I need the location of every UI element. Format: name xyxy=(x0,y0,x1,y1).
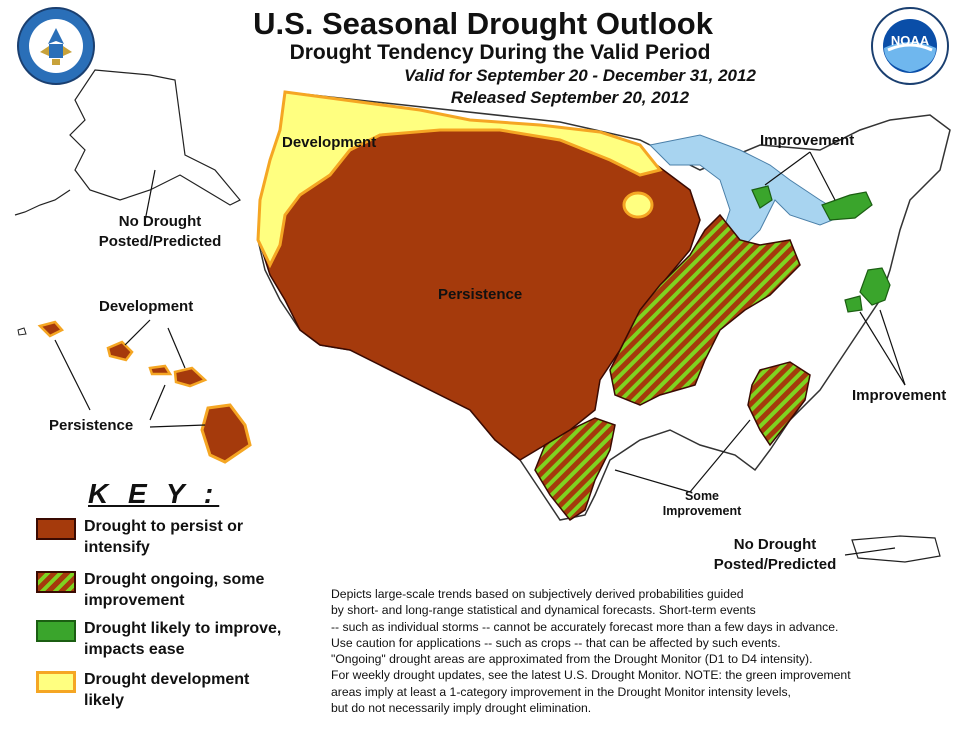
label-hawaii-persistence: Persistence xyxy=(49,417,134,434)
legend-label-persist-line1: Drought to persist or xyxy=(84,518,244,535)
legend-item-improve: Drought likely to improve, impacts ease xyxy=(36,618,326,664)
legend-item-persist: Drought to persist or intensify xyxy=(36,516,326,562)
label-alaska-no-drought: No Drought Posted/Predicted xyxy=(85,212,235,252)
legend-label-persist-line2: intensify xyxy=(84,539,150,556)
valid-period: Valid for September 20 - December 31, 20… xyxy=(404,66,756,85)
label-some-improvement: Some Improvement xyxy=(652,489,752,519)
legend-label-ongoing: Drought ongoing, some improvement xyxy=(84,569,334,611)
label-alaska-no-drought-line1: No Drought xyxy=(118,213,202,230)
improvement-region-ny xyxy=(821,191,873,221)
some-improvement-region-texas xyxy=(534,417,616,522)
hawaii-islands xyxy=(17,320,252,464)
description-line: by short- and long-range statistical and… xyxy=(331,603,756,618)
alaska-aleutians xyxy=(14,189,71,216)
noaa-logo-text: NOAA xyxy=(891,33,930,48)
alaska-outline xyxy=(69,69,241,206)
label-some-improvement-line2: Improvement xyxy=(662,504,742,518)
legend-label-persist: Drought to persist or intensify xyxy=(84,516,334,558)
legend-label-develop-line1: Drought development xyxy=(84,671,250,688)
label-hawaii-development: Development xyxy=(99,298,194,315)
label-pr-no-drought-line2: Posted/Predicted xyxy=(713,556,837,573)
description-line: "Ongoing" drought areas are approximated… xyxy=(331,652,813,667)
puerto-rico-outline xyxy=(851,535,941,563)
legend-title: K E Y : xyxy=(88,478,220,509)
legend-label-develop-line2: likely xyxy=(84,692,125,709)
improvement-region-midatlantic xyxy=(859,267,891,306)
label-improvement-ne: Improvement xyxy=(760,132,855,149)
improvement-region-michigan xyxy=(751,185,773,209)
legend-label-develop: Drought development likely xyxy=(84,669,334,711)
legend-swatch-persist xyxy=(36,518,76,540)
development-region-nw xyxy=(256,90,663,269)
description-line: but do not necessarily imply drought eli… xyxy=(331,701,592,716)
department-of-commerce-seal-icon xyxy=(17,7,95,85)
pointer-lines xyxy=(54,151,906,556)
description-text: Depicts large-scale trends based on subj… xyxy=(331,586,961,716)
label-development-nw: Development xyxy=(282,134,377,151)
legend-label-ongoing-line2: improvement xyxy=(84,592,185,609)
legend-label-improve-line1: Drought likely to improve, xyxy=(84,620,282,637)
legend-label-improve: Drought likely to improve, impacts ease xyxy=(84,618,334,660)
some-improvement-region-east xyxy=(609,213,801,406)
great-lakes xyxy=(648,134,847,251)
description-line: -- such as individual storms -- cannot b… xyxy=(331,619,839,634)
legend-label-improve-line2: impacts ease xyxy=(84,641,185,658)
label-pr-no-drought: No Drought Posted/Predicted xyxy=(700,535,850,575)
improvement-region-va xyxy=(844,295,863,313)
label-persistence: Persistence xyxy=(438,286,523,303)
map-subtitle: Drought Tendency During the Valid Period xyxy=(289,41,711,64)
label-some-improvement-line1: Some xyxy=(684,489,720,503)
release-date: Released September 20, 2012 xyxy=(450,88,690,107)
description-line: Use caution for applications -- such as … xyxy=(331,635,781,650)
legend-item-develop: Drought development likely xyxy=(36,669,326,715)
development-patch-ne xyxy=(622,191,654,219)
label-improvement-se: Improvement xyxy=(852,387,947,404)
legend-label-ongoing-line1: Drought ongoing, some xyxy=(84,571,265,588)
legend-item-ongoing: Drought ongoing, some improvement xyxy=(36,569,326,615)
description-line: areas imply at least a 1-category improv… xyxy=(331,684,791,699)
legend-swatch-improve xyxy=(36,620,76,642)
description-line: Depicts large-scale trends based on subj… xyxy=(331,587,744,601)
map-title: U.S. Seasonal Drought Outlook xyxy=(253,6,713,41)
description-line: For weekly drought updates, see the late… xyxy=(331,668,851,683)
legend-swatch-develop xyxy=(36,671,76,693)
some-improvement-region-southeast xyxy=(747,361,811,447)
label-alaska-no-drought-line2: Posted/Predicted xyxy=(98,233,222,250)
legend-swatch-ongoing xyxy=(36,571,76,593)
noaa-logo-icon: NOAA xyxy=(871,7,949,85)
label-pr-no-drought-line1: No Drought xyxy=(733,536,817,553)
